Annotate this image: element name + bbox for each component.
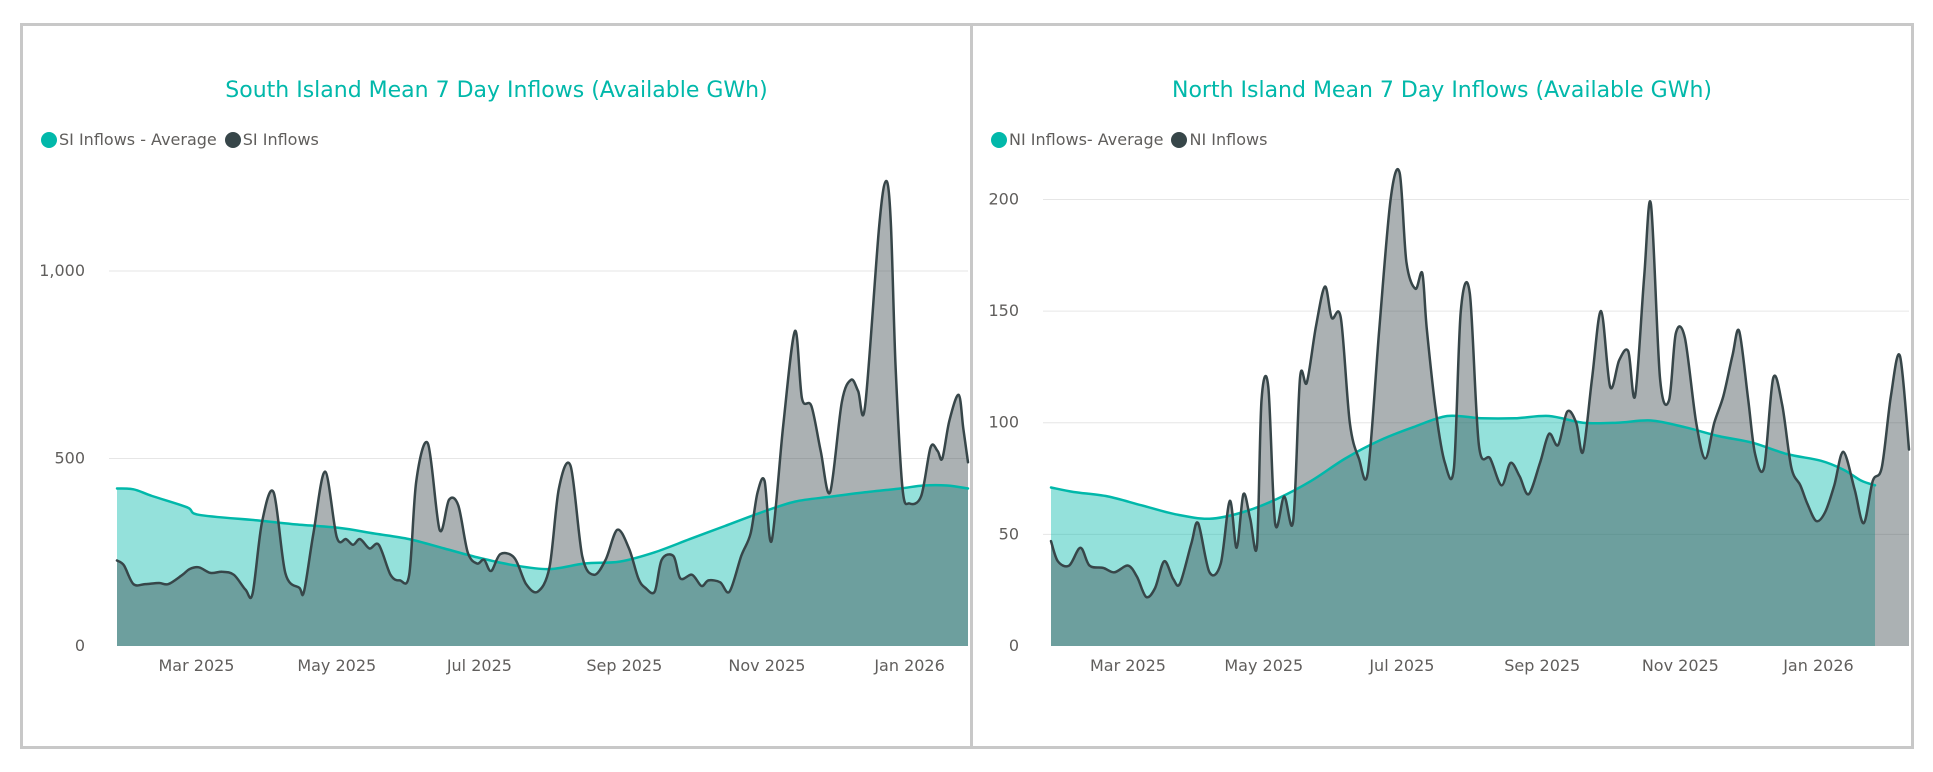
ni-x-tick-label: Nov 2025 <box>1642 656 1719 675</box>
si-x-tick-label: Jul 2025 <box>446 656 512 675</box>
si-y-tick-label: 1,000 <box>39 261 85 280</box>
legend-dot-icon <box>991 131 1007 148</box>
si-legend-inflows[interactable]: SI Inflows <box>224 130 319 149</box>
si-inflows-line[interactable] <box>115 179 970 600</box>
ni-legend-inflows-label: NI Inflows <box>1189 130 1268 149</box>
si-legend-average[interactable]: SI Inflows - Average <box>41 130 217 149</box>
si-legend-average-label: SI Inflows - Average <box>59 130 217 149</box>
si-chart-panel: South Island Mean 7 Day Inflows (Availab… <box>20 23 973 749</box>
si-x-tick-label: Nov 2025 <box>728 656 805 675</box>
si-chart-title: South Island Mean 7 Day Inflows (Availab… <box>225 78 768 103</box>
ni-y-tick-label: 200 <box>988 189 1019 208</box>
ni-chart-plot: 0 50 100 150 200 Mar 2025 May 2025 Jul 2025 Sep … <box>988 167 1911 675</box>
si-legend: SI Inflows - Average SI Inflows <box>41 130 327 149</box>
si-x-tick-label: Sep 2025 <box>586 656 662 675</box>
ni-x-tick-label: Mar 2025 <box>1090 656 1166 675</box>
ni-inflows-area <box>1051 169 1909 646</box>
si-y-tick-label: 500 <box>54 449 85 468</box>
si-x-tick-label: Jan 2026 <box>873 656 944 675</box>
si-average-area <box>117 485 968 646</box>
ni-average-line[interactable] <box>1049 414 1877 520</box>
ni-inflows-line[interactable] <box>1049 167 1911 599</box>
si-y-tick-label: 0 <box>75 636 85 655</box>
ni-chart-panel: North Island Mean 7 Day Inflows (Availab… <box>970 23 1914 749</box>
ni-y-tick-label: 150 <box>988 301 1019 320</box>
si-x-tick-label: May 2025 <box>297 656 376 675</box>
ni-legend: NI Inflows- Average NI Inflows <box>991 130 1275 149</box>
ni-legend-average[interactable]: NI Inflows- Average <box>991 130 1163 149</box>
ni-average-area <box>1051 415 1875 646</box>
ni-x-tick-label: Sep 2025 <box>1504 656 1580 675</box>
ni-legend-average-label: NI Inflows- Average <box>1009 130 1164 149</box>
ni-x-tick-label: Jan 2026 <box>1782 656 1853 675</box>
legend-dot-icon <box>224 131 241 148</box>
si-chart-plot: 0 500 1,000 Mar 2025 May 2025 Jul 2025 Sep 202… <box>39 179 970 675</box>
ni-chart-title: North Island Mean 7 Day Inflows (Availab… <box>1171 78 1712 103</box>
ni-x-tick-label: Jul 2025 <box>1368 656 1434 675</box>
si-legend-inflows-label: SI Inflows <box>242 130 319 149</box>
legend-dot-icon <box>41 131 57 148</box>
ni-legend-inflows[interactable]: NI Inflows <box>1171 130 1267 149</box>
ni-x-tick-label: May 2025 <box>1224 656 1303 675</box>
ni-y-tick-label: 0 <box>1009 636 1019 655</box>
ni-y-tick-label: 50 <box>999 524 1019 543</box>
si-inflows-area <box>117 180 968 646</box>
legend-dot-icon <box>1171 131 1188 148</box>
ni-y-tick-label: 100 <box>988 413 1019 432</box>
si-x-tick-label: Mar 2025 <box>158 656 234 675</box>
